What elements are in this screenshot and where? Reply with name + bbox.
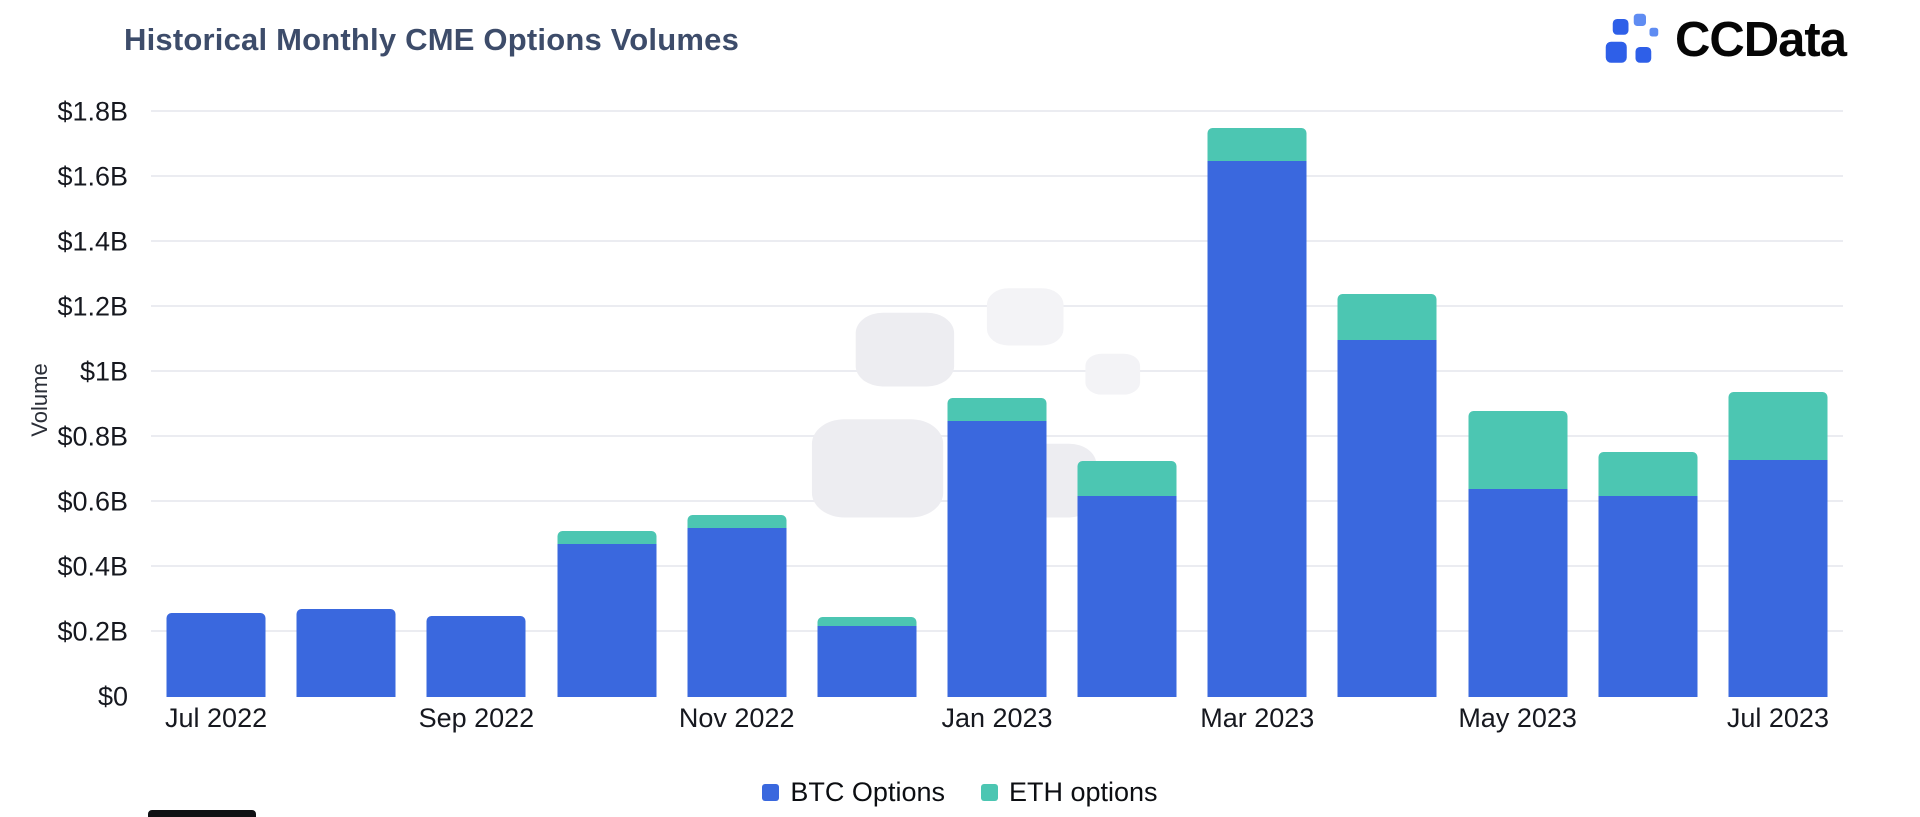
legend-item-btc[interactable]: BTC Options <box>762 777 945 808</box>
legend-swatch <box>762 784 780 801</box>
x-tick-label: Jul 2022 <box>165 703 268 733</box>
x-tick-label: Jan 2023 <box>941 703 1053 733</box>
y-tick-label: $0.8B <box>57 421 128 452</box>
bar-oct-2022[interactable] <box>557 531 657 697</box>
y-tick-label: $0 <box>97 681 128 712</box>
y-tick-label: $0.6B <box>57 486 128 517</box>
bar-segment-eth[interactable] <box>1077 461 1177 496</box>
y-tick-label: $0.4B <box>57 551 128 582</box>
y-tick-label: $0.2B <box>57 616 128 647</box>
bar-segment-btc[interactable] <box>296 609 396 697</box>
bar-mar-2023[interactable] <box>1207 128 1307 697</box>
bar-segment-eth[interactable] <box>1598 451 1698 496</box>
bar-segment-eth[interactable] <box>1468 411 1568 489</box>
legend: BTC Options ETH options <box>0 777 1920 808</box>
bar-jun-2023[interactable] <box>1598 451 1698 697</box>
bar-segment-btc[interactable] <box>426 615 526 697</box>
bar-aug-2022[interactable] <box>296 609 396 697</box>
bar-jan-2023[interactable] <box>947 398 1047 697</box>
bar-apr-2023[interactable] <box>1337 294 1437 697</box>
bar-segment-btc[interactable] <box>817 625 917 697</box>
plot-area <box>151 110 1843 697</box>
y-tick-label: $1.4B <box>57 226 128 257</box>
legend-label: BTC Options <box>790 777 945 807</box>
bar-jul-2022[interactable] <box>166 612 266 697</box>
x-tick-label: Mar 2023 <box>1200 703 1315 733</box>
bar-segment-eth[interactable] <box>1207 128 1307 161</box>
bar-segment-btc[interactable] <box>1468 489 1568 697</box>
legend-item-eth[interactable]: ETH options <box>980 777 1158 808</box>
y-axis-tick-labels: $0 $0.2B $0.4B $0.6B $0.8B $1B $1.2B $1.4B $1.6B… <box>0 97 138 712</box>
bar-may-2023[interactable] <box>1468 411 1568 697</box>
x-tick-label: Nov 2022 <box>678 703 795 733</box>
y-tick-label: $1.6B <box>57 161 128 192</box>
bar-segment-btc[interactable] <box>687 528 787 697</box>
bar-jul-2023[interactable] <box>1728 391 1828 697</box>
ccdata-logo: CCData <box>1604 12 1847 68</box>
y-tick-label: $1.8B <box>57 96 128 127</box>
gridline <box>151 370 1843 372</box>
bar-segment-btc[interactable] <box>166 612 266 697</box>
bar-segment-eth[interactable] <box>1337 294 1437 340</box>
bar-segment-eth[interactable] <box>687 515 787 528</box>
bar-segment-eth[interactable] <box>947 398 1047 421</box>
bar-sep-2022[interactable] <box>426 615 526 697</box>
bar-segment-eth[interactable] <box>817 617 917 626</box>
legend-swatch <box>980 784 998 801</box>
bar-dec-2022[interactable] <box>817 617 917 697</box>
bar-segment-btc[interactable] <box>1598 495 1698 697</box>
x-tick-label: May 2023 <box>1458 703 1577 733</box>
y-tick-label: $1B <box>79 356 128 387</box>
gridline <box>151 240 1843 242</box>
ccdata-logo-text: CCData <box>1675 13 1847 67</box>
bar-nov-2022[interactable] <box>687 515 787 697</box>
x-tick-label: Sep 2022 <box>418 703 535 733</box>
bar-segment-eth[interactable] <box>1728 391 1828 460</box>
gridline <box>151 110 1843 112</box>
bar-segment-eth[interactable] <box>557 531 657 545</box>
bar-segment-btc[interactable] <box>557 544 657 697</box>
bar-segment-btc[interactable] <box>1077 495 1177 697</box>
x-axis-tick-labels: Jul 2022 Sep 2022 Nov 2022 Jan 2023 Mar 2023… <box>151 703 1843 739</box>
legend-label: ETH options <box>1008 777 1158 807</box>
bar-feb-2023[interactable] <box>1077 461 1177 697</box>
bar-segment-btc[interactable] <box>1728 459 1828 697</box>
bar-segment-btc[interactable] <box>1337 339 1437 697</box>
chart-title: Historical Monthly CME Options Volumes <box>124 22 740 57</box>
cropped-bottom-element <box>148 810 256 817</box>
ccdata-logo-icon <box>1605 13 1659 63</box>
bar-segment-btc[interactable] <box>947 420 1047 697</box>
x-tick-label: Jul 2023 <box>1726 703 1829 733</box>
bar-segment-btc[interactable] <box>1207 160 1307 697</box>
gridline <box>151 175 1843 178</box>
y-tick-label: $1.2B <box>57 291 128 322</box>
